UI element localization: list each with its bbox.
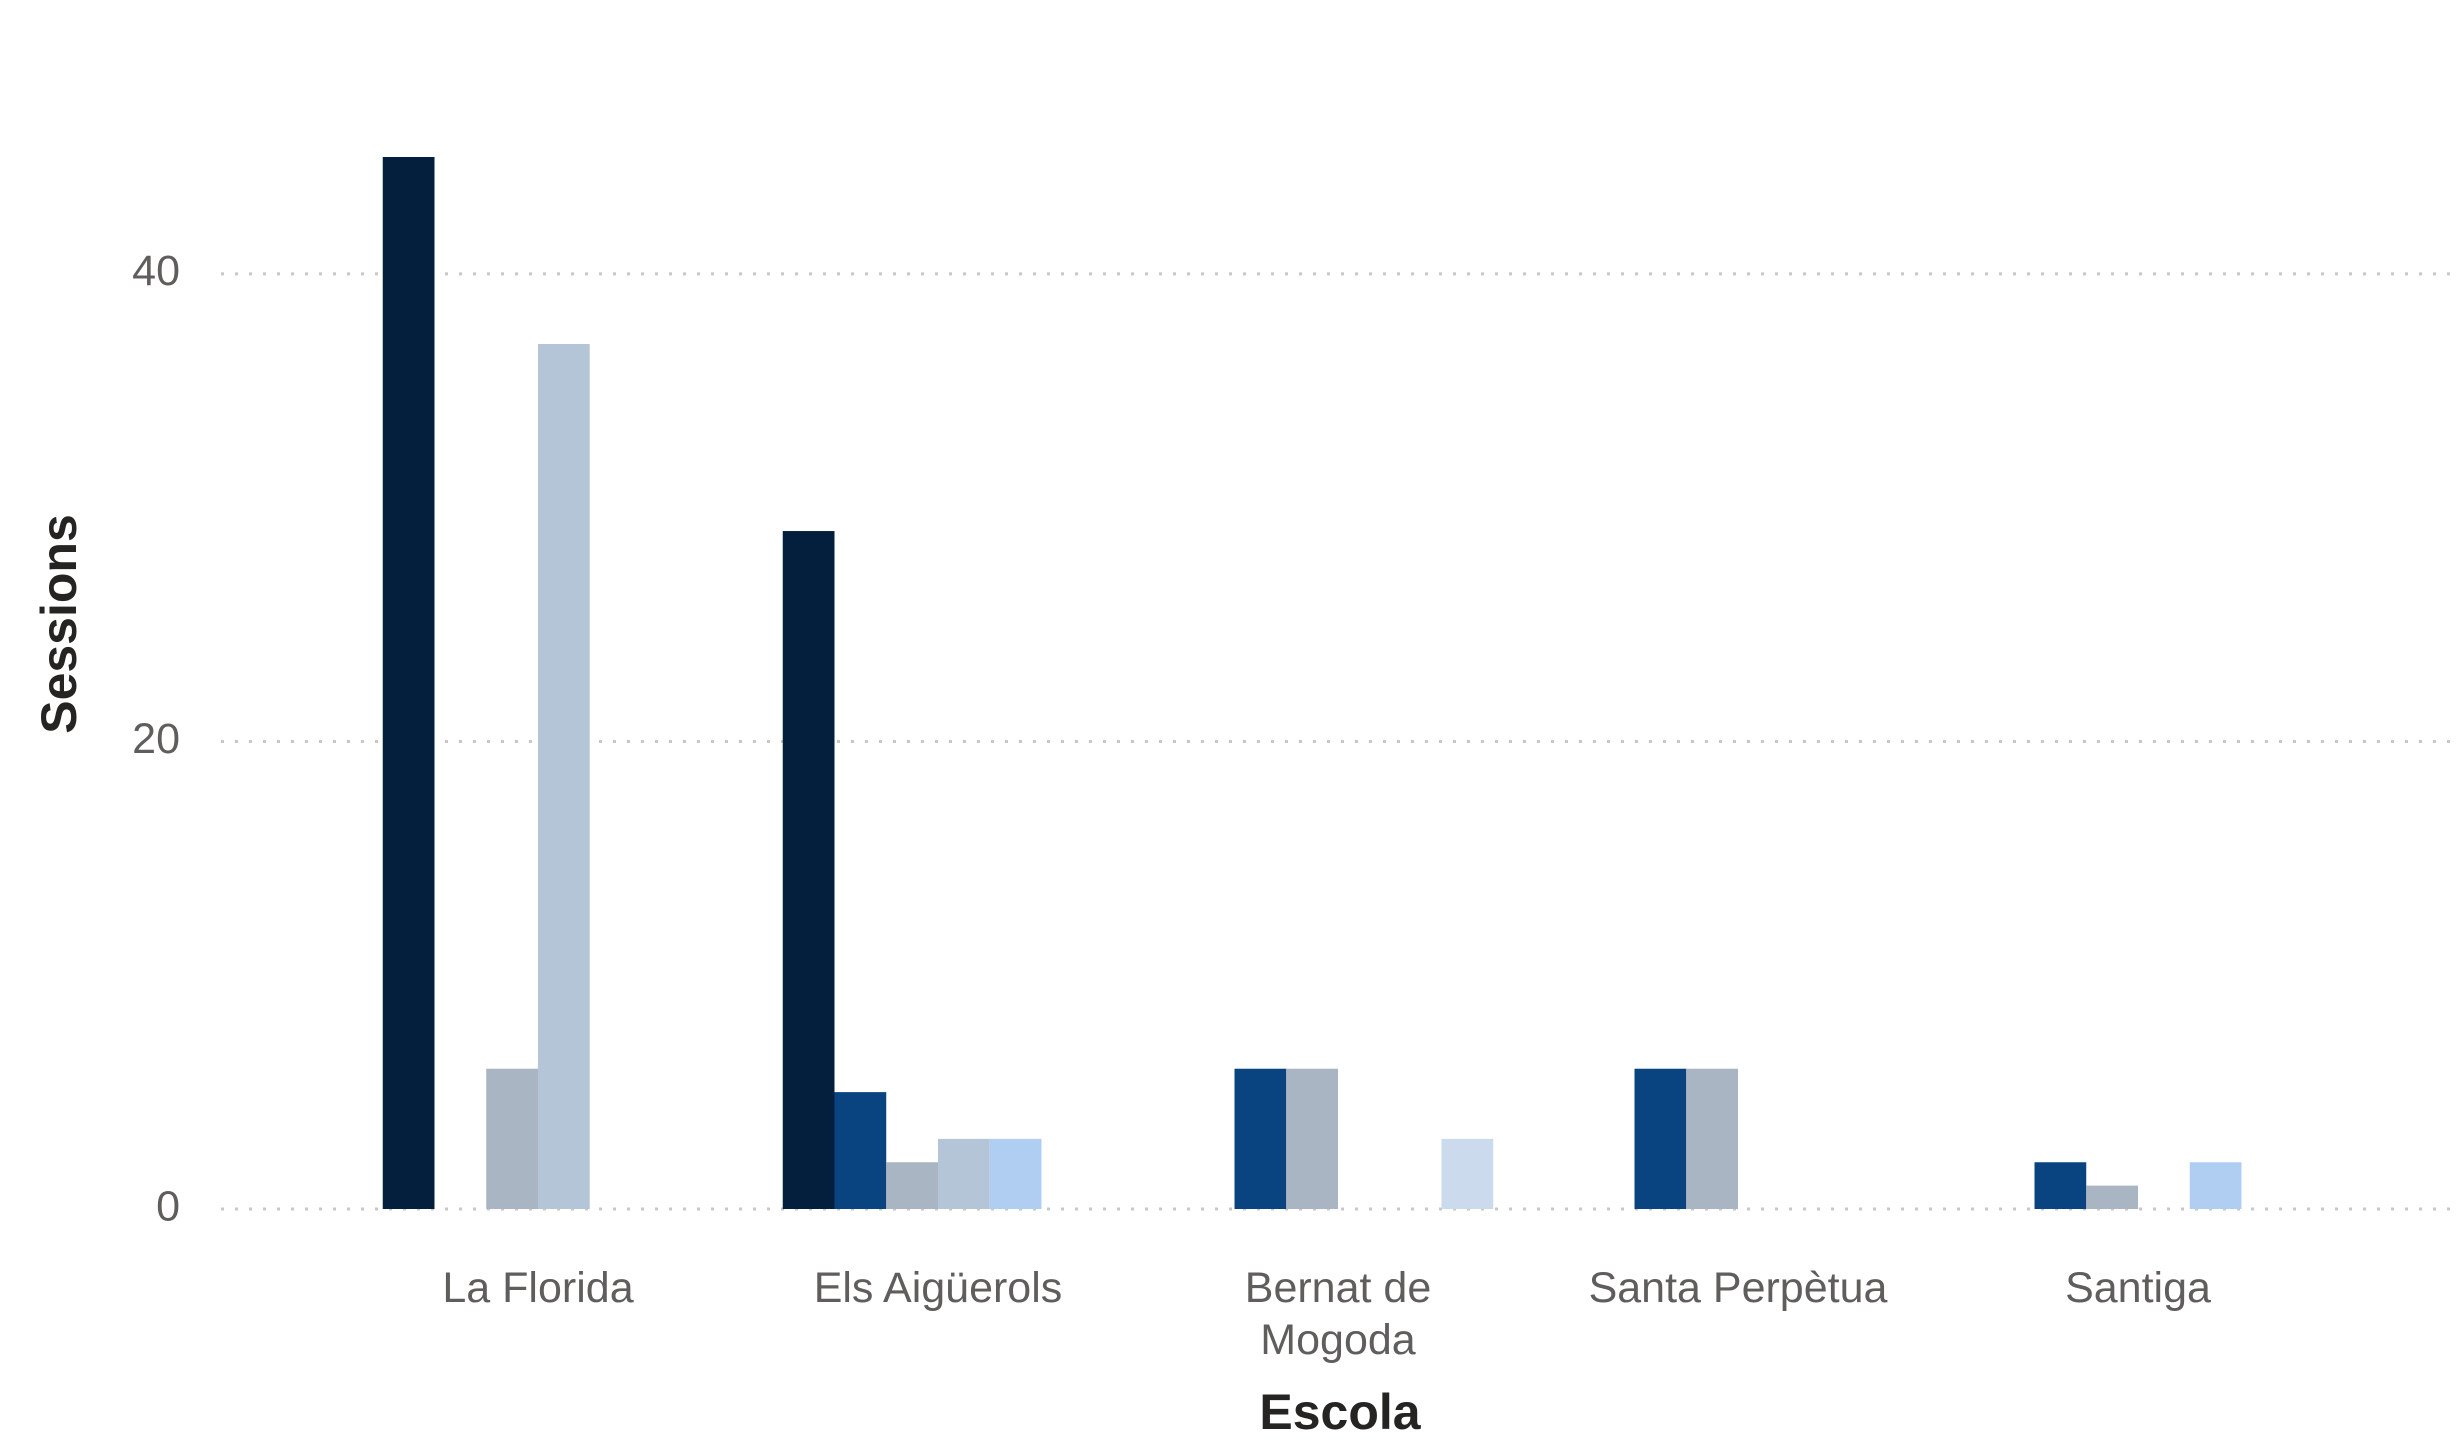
x-tick-label: La Florida	[442, 1264, 634, 1312]
x-tick-label: Bernat de Mogoda	[1244, 1264, 1432, 1364]
x-axis-title: Escola	[1259, 1384, 1421, 1440]
bar	[782, 531, 835, 1209]
x-tick-label: Santiga	[2065, 1264, 2211, 1312]
y-tick-label: 20	[132, 715, 180, 763]
bar	[538, 344, 590, 1209]
x-tick-label: Els Aigüerols	[813, 1264, 1063, 1312]
bar	[1686, 1068, 1738, 1209]
bar	[2034, 1162, 2087, 1209]
bar	[886, 1162, 938, 1209]
bar	[382, 157, 435, 1209]
bar	[938, 1138, 990, 1209]
y-axis-title: Sessions	[31, 514, 87, 734]
bar	[1234, 1068, 1287, 1209]
x-tick-label: Santa Perpètua	[1588, 1264, 1888, 1312]
bar	[1441, 1138, 1494, 1209]
bar	[1286, 1068, 1338, 1209]
bar	[2086, 1185, 2138, 1209]
bar	[989, 1138, 1042, 1209]
bar	[1634, 1068, 1687, 1209]
bar	[2189, 1162, 2242, 1209]
y-tick-label: 0	[156, 1182, 180, 1230]
bar	[834, 1092, 887, 1209]
y-tick-label: 40	[132, 247, 180, 295]
bar	[486, 1068, 538, 1209]
